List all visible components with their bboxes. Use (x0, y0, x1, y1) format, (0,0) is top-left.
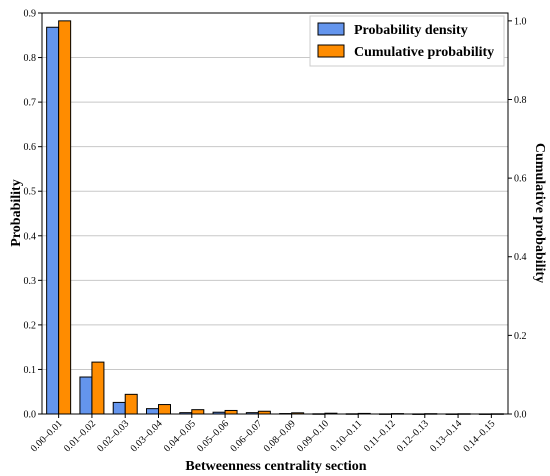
y-axis-right-title: Cumulative probability (532, 143, 547, 283)
y-tick-label: 0.8 (24, 53, 37, 64)
x-tick-label: 0.10–0.11 (329, 418, 365, 454)
legend-label-density: Probability density (354, 23, 468, 38)
x-axis: 0.00–0.010.01–0.020.02–0.030.03–0.040.04… (29, 414, 497, 454)
y-tick-label: 0.9 (24, 9, 37, 20)
x-tick-label: 0.13–0.14 (428, 418, 464, 454)
x-tick-label: 0.11–0.12 (362, 418, 398, 454)
x-tick-label: 0.14–0.15 (461, 418, 497, 454)
x-tick-label: 0.04–0.05 (162, 418, 198, 454)
bar-probability-density (79, 376, 93, 415)
y-tick-label: 0.4 (24, 231, 37, 242)
bar-probability-density (46, 26, 60, 415)
bar-cumulative-probability (158, 404, 171, 415)
x-tick-label: 0.00–0.01 (29, 418, 65, 454)
y-tick-label: 0.1 (24, 365, 37, 376)
y-tick-label: 0.0 (24, 410, 37, 421)
y-tick-label: 0.3 (24, 276, 37, 287)
x-tick-label: 0.01–0.02 (62, 418, 98, 454)
left-axis: 0.0 0.1 0.2 0.3 0.4 0.5 0.6 0.7 0.8 0.9 (24, 9, 42, 421)
y-tick-label: 0.6 (24, 142, 37, 153)
bar-probability-density (112, 401, 126, 415)
y-tick-label: 0.7 (24, 98, 37, 109)
y-right-tick-label: 0.0 (514, 410, 527, 421)
legend-label-cumulative: Cumulative probability (354, 45, 494, 60)
legend-swatch-cumulative (317, 44, 345, 58)
bar-cumulative-probability (191, 409, 205, 415)
bars (46, 20, 504, 415)
plot-frame (41, 12, 509, 415)
bar-cumulative-probability (224, 409, 238, 415)
y-right-tick-label: 0.8 (514, 95, 527, 106)
bar-probability-density (146, 408, 159, 415)
y-tick-label: 0.5 (24, 187, 37, 198)
legend: Probability density Cumulative probabili… (309, 15, 505, 67)
y-right-tick-label: 0.2 (514, 331, 527, 342)
y-tick-label: 0.2 (24, 320, 37, 331)
bar-cumulative-probability (91, 361, 105, 415)
x-tick-label: 0.05–0.06 (195, 418, 231, 454)
x-tick-label: 0.09–0.10 (295, 418, 331, 454)
y-right-tick-label: 0.6 (514, 174, 527, 185)
y-axis-title: Probability (9, 179, 24, 246)
x-tick-label: 0.06–0.07 (228, 418, 264, 454)
y-right-tick-label: 1.0 (514, 16, 527, 27)
y-right-tick-label: 0.4 (514, 252, 527, 263)
legend-swatch-density (317, 22, 345, 36)
x-tick-label: 0.03–0.04 (129, 418, 165, 454)
bar-cumulative-probability (58, 20, 72, 415)
right-axis: 0.0 0.2 0.4 0.6 0.8 1.0 (508, 16, 527, 421)
x-tick-label: 0.08–0.09 (262, 418, 298, 454)
x-axis-title: Betweenness centrality section (185, 459, 366, 474)
x-tick-label: 0.12–0.13 (395, 418, 431, 454)
bar-cumulative-probability (124, 393, 138, 415)
x-tick-label: 0.02–0.03 (95, 418, 131, 454)
